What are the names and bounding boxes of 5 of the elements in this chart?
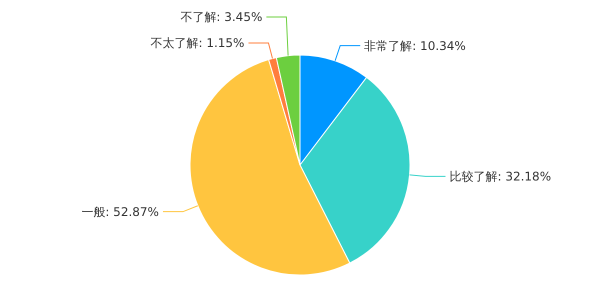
slice-label: 不了解: 3.45% <box>180 10 262 24</box>
slice-label: 不太了解: 1.15% <box>150 36 244 50</box>
slice-label: 非常了解: 10.34% <box>364 38 466 53</box>
slice-label: 一般: 52.87% <box>81 204 159 219</box>
slice-label: 比较了解: 32.18% <box>449 170 552 184</box>
